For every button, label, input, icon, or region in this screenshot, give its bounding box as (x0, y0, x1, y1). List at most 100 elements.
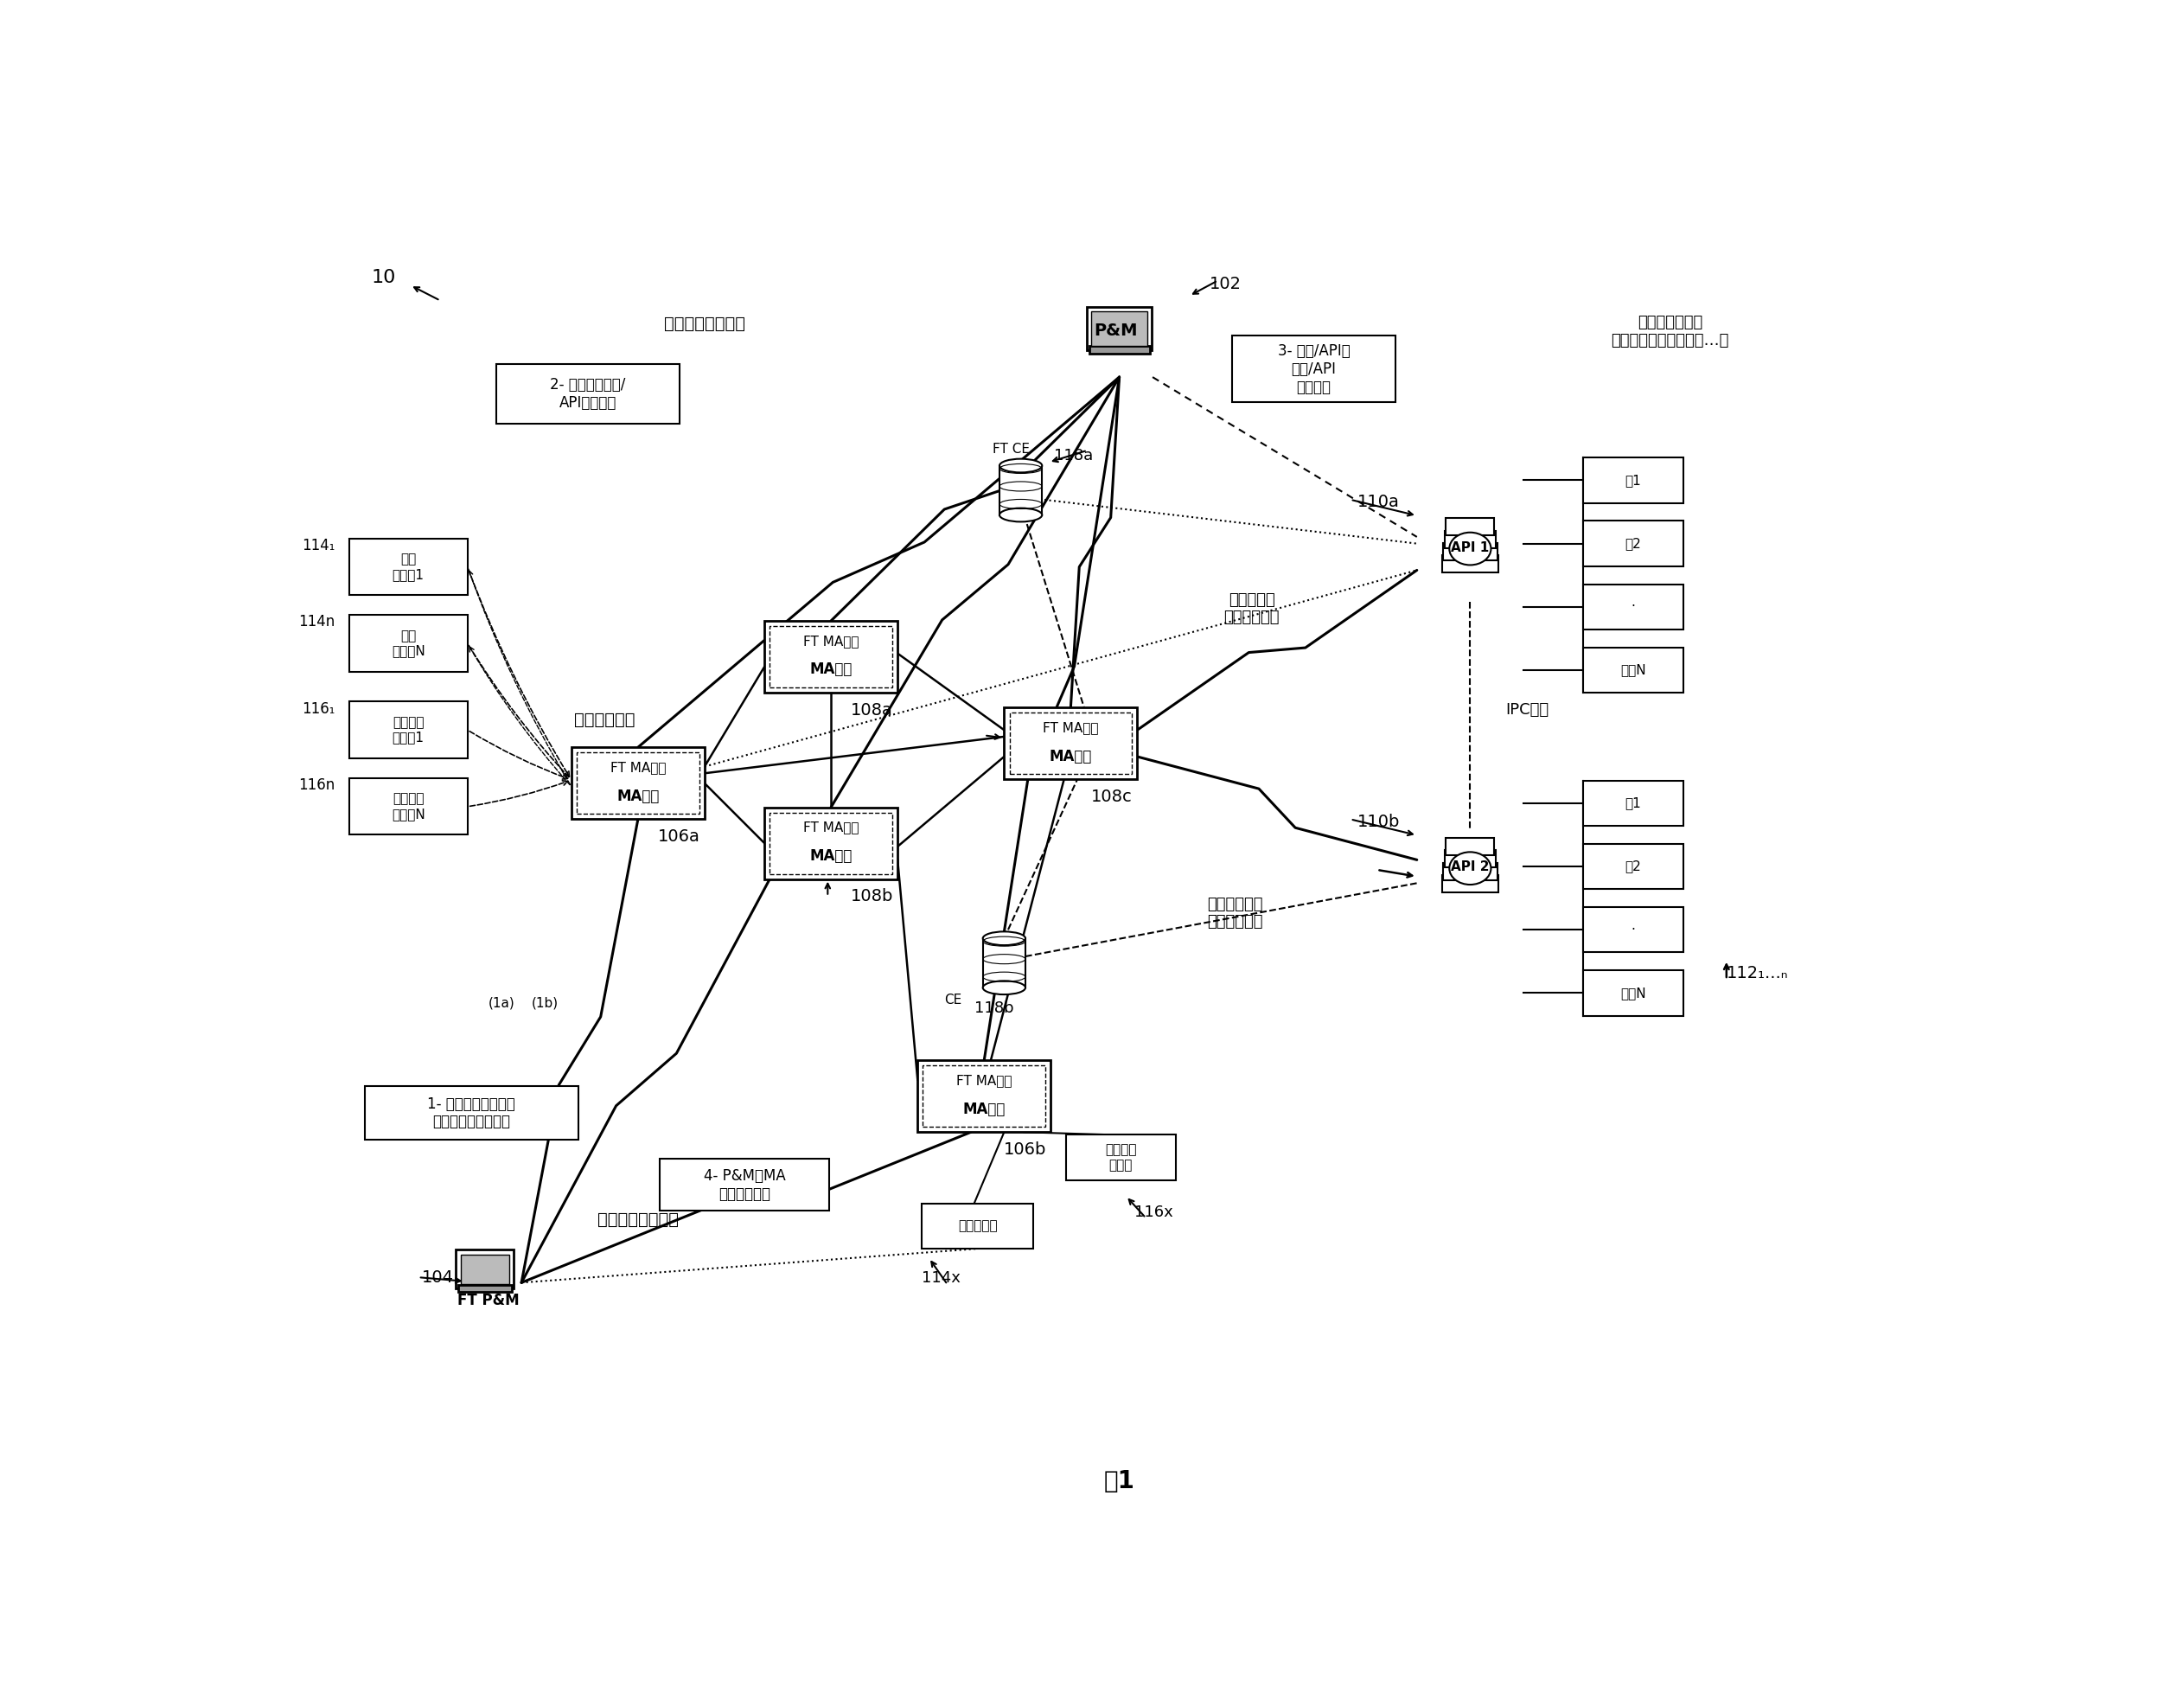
FancyBboxPatch shape (1444, 850, 1496, 867)
Text: MA边沿: MA边沿 (963, 1102, 1005, 1117)
FancyBboxPatch shape (769, 813, 893, 874)
Ellipse shape (1450, 532, 1492, 564)
Text: 114x: 114x (922, 1270, 961, 1285)
Text: MA核心: MA核心 (1048, 748, 1092, 763)
Text: 118a: 118a (1055, 447, 1094, 464)
FancyBboxPatch shape (572, 748, 705, 819)
Text: FT P&M: FT P&M (456, 1292, 520, 1309)
FancyBboxPatch shape (924, 1066, 1046, 1127)
Text: 106a: 106a (657, 828, 701, 845)
Text: 应用N: 应用N (1621, 986, 1647, 1000)
Text: CE: CE (943, 993, 961, 1006)
FancyBboxPatch shape (1583, 780, 1684, 826)
FancyBboxPatch shape (983, 938, 1026, 988)
Text: 应1: 应1 (1625, 797, 1642, 809)
Text: ·: · (1631, 600, 1636, 614)
FancyBboxPatch shape (349, 702, 467, 758)
FancyBboxPatch shape (1583, 971, 1684, 1015)
FancyBboxPatch shape (459, 1285, 511, 1292)
Text: 应2: 应2 (1625, 860, 1642, 874)
Text: 管理消息传递通信: 管理消息传递通信 (664, 316, 745, 332)
FancyBboxPatch shape (1090, 347, 1149, 354)
Text: API 2: API 2 (1450, 860, 1489, 874)
FancyBboxPatch shape (1444, 530, 1496, 547)
Text: 106b: 106b (1005, 1141, 1046, 1158)
FancyBboxPatch shape (461, 1255, 509, 1284)
Text: 108a: 108a (852, 702, 893, 717)
FancyBboxPatch shape (1583, 648, 1684, 692)
FancyBboxPatch shape (1583, 520, 1684, 566)
Text: MA边沿: MA边沿 (616, 789, 660, 804)
FancyBboxPatch shape (1066, 1136, 1175, 1180)
Text: 102: 102 (1210, 275, 1241, 292)
Text: 外部数据
目的埰1: 外部数据 目的埰1 (393, 716, 424, 745)
Text: MA核心: MA核心 (810, 661, 852, 678)
Text: IPC总线: IPC总线 (1505, 702, 1548, 717)
Text: 管理消息传递通信: 管理消息传递通信 (598, 1210, 679, 1227)
Ellipse shape (983, 981, 1026, 994)
Text: FT MA核心: FT MA核心 (1042, 721, 1099, 734)
Text: 108b: 108b (852, 887, 893, 904)
Text: 基于网络的
消息传递通信: 基于网络的 消息传递通信 (1223, 592, 1280, 626)
FancyBboxPatch shape (1583, 908, 1684, 952)
FancyBboxPatch shape (456, 1250, 513, 1289)
Text: 外部数据
目的地N: 外部数据 目的地N (391, 792, 426, 821)
Text: FT MA核心: FT MA核心 (804, 634, 858, 648)
FancyBboxPatch shape (1444, 542, 1496, 561)
Text: 外部
数据源N: 外部 数据源N (391, 629, 426, 658)
Text: 应用N: 应用N (1621, 663, 1647, 677)
Text: 应1: 应1 (1625, 474, 1642, 486)
FancyBboxPatch shape (365, 1086, 579, 1139)
FancyBboxPatch shape (917, 1061, 1051, 1132)
Text: (1b): (1b) (531, 996, 559, 1010)
Text: FT MA核心: FT MA核心 (804, 821, 858, 835)
FancyBboxPatch shape (496, 364, 679, 423)
Ellipse shape (983, 932, 1026, 945)
Ellipse shape (1450, 852, 1492, 884)
Text: 基于存储器的
消息传递通信: 基于存储器的 消息传递通信 (1208, 896, 1262, 930)
Text: 118b: 118b (974, 1001, 1013, 1017)
FancyBboxPatch shape (1583, 843, 1684, 889)
Text: 112₁...ₙ: 112₁...ₙ (1728, 966, 1789, 981)
Text: 外部数据源: 外部数据源 (959, 1219, 998, 1232)
Text: 116n: 116n (299, 777, 334, 792)
FancyBboxPatch shape (577, 753, 699, 814)
Text: 110a: 110a (1356, 495, 1400, 510)
FancyBboxPatch shape (769, 626, 893, 687)
Ellipse shape (1000, 508, 1042, 522)
FancyBboxPatch shape (922, 1204, 1033, 1250)
Text: 108c: 108c (1090, 789, 1131, 804)
Text: FT CE: FT CE (992, 442, 1029, 456)
Text: 外部数据
目的地: 外部数据 目的地 (1105, 1144, 1136, 1171)
FancyBboxPatch shape (1088, 308, 1151, 350)
FancyBboxPatch shape (1583, 457, 1684, 503)
Text: 3- 应用/API到
应用/API
通信路径: 3- 应用/API到 应用/API 通信路径 (1278, 343, 1350, 394)
Text: 10: 10 (371, 269, 395, 286)
Text: API 1: API 1 (1450, 541, 1489, 554)
Text: 116₁: 116₁ (301, 700, 334, 716)
FancyBboxPatch shape (1441, 876, 1498, 893)
Text: 1- 外部数据源到外部
数据目的地通信路径: 1- 外部数据源到外部 数据目的地通信路径 (428, 1096, 515, 1129)
FancyBboxPatch shape (1092, 311, 1147, 345)
Ellipse shape (1000, 459, 1042, 473)
Text: 图1: 图1 (1103, 1469, 1136, 1493)
Text: (1a): (1a) (489, 996, 515, 1010)
Text: ·: · (1631, 923, 1636, 937)
Text: 110b: 110b (1356, 814, 1400, 830)
Text: 104: 104 (422, 1270, 454, 1285)
Text: FT MA边沿: FT MA边沿 (957, 1074, 1011, 1086)
FancyBboxPatch shape (1009, 712, 1131, 774)
Text: 114₁: 114₁ (301, 537, 334, 553)
Text: FT MA边沿: FT MA边沿 (609, 762, 666, 774)
FancyBboxPatch shape (1000, 466, 1042, 515)
FancyBboxPatch shape (349, 539, 467, 595)
FancyBboxPatch shape (1444, 862, 1496, 881)
FancyBboxPatch shape (349, 779, 467, 835)
FancyBboxPatch shape (764, 808, 898, 879)
FancyBboxPatch shape (660, 1159, 830, 1210)
Text: 2- 外部源到应用/
API通信路径: 2- 外部源到应用/ API通信路径 (550, 377, 627, 410)
Text: MA核心: MA核心 (810, 848, 852, 864)
FancyBboxPatch shape (1583, 585, 1684, 629)
Text: 进程间通信总线
（套接字、共享存储器…）: 进程间通信总线 （套接字、共享存储器…） (1612, 314, 1730, 348)
FancyBboxPatch shape (1446, 518, 1494, 536)
